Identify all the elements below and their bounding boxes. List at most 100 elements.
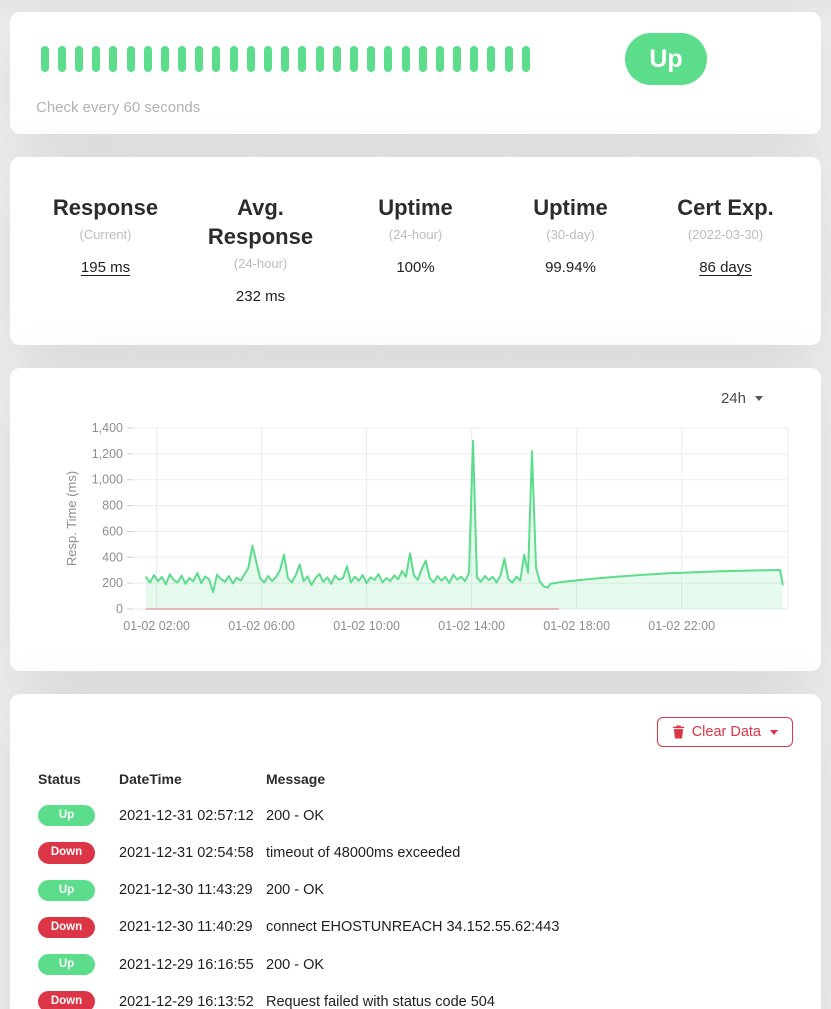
heartbeat-bar bbox=[349, 46, 358, 72]
heartbeat-bar bbox=[315, 46, 324, 72]
stat-uptime-30d: Uptime (30-day) 99.94% bbox=[493, 193, 648, 305]
stat-subtitle: (30-day) bbox=[546, 227, 595, 243]
svg-text:1,000: 1,000 bbox=[92, 473, 123, 487]
stat-value: 99.94% bbox=[545, 259, 596, 277]
stat-value: 232 ms bbox=[235, 288, 286, 306]
stat-value[interactable]: 86 days bbox=[699, 259, 752, 277]
event-datetime: 2021-12-31 02:57:12 bbox=[119, 807, 254, 824]
heartbeat-bar bbox=[195, 46, 204, 72]
event-datetime: 2021-12-31 02:54:58 bbox=[119, 844, 254, 861]
status-badge: Down bbox=[38, 991, 95, 1009]
stat-uptime-24h: Uptime (24-hour) 100% bbox=[338, 193, 493, 305]
events-table-header: Status DateTime Message bbox=[38, 767, 793, 797]
clear-data-button[interactable]: Clear Data bbox=[656, 717, 793, 748]
svg-text:200: 200 bbox=[102, 576, 123, 590]
svg-text:01-02 10:00: 01-02 10:00 bbox=[333, 619, 400, 633]
event-datetime: 2021-12-29 16:13:52 bbox=[119, 993, 254, 1009]
heartbeat-bar bbox=[109, 46, 118, 72]
svg-text:1,200: 1,200 bbox=[92, 447, 123, 461]
column-header-datetime: DateTime bbox=[119, 771, 182, 788]
svg-text:0: 0 bbox=[116, 602, 123, 616]
heartbeat-bar bbox=[264, 46, 273, 72]
stat-value[interactable]: 195 ms bbox=[80, 259, 131, 277]
stat-title: Uptime bbox=[533, 195, 608, 220]
heartbeat-bar bbox=[521, 46, 530, 72]
heartbeat-bar bbox=[453, 46, 462, 72]
event-message: 200 - OK bbox=[266, 956, 325, 973]
chart-period-dropdown[interactable]: 24h bbox=[719, 386, 765, 411]
chevron-down-icon bbox=[755, 396, 763, 402]
stat-value: 100% bbox=[396, 259, 435, 277]
table-row: Down 2021-12-29 16:13:52 Request failed wi… bbox=[38, 983, 793, 1009]
table-row: Up 2021-12-30 11:43:29 200 - OK bbox=[38, 872, 793, 909]
svg-text:Resp. Time (ms): Resp. Time (ms) bbox=[64, 471, 79, 566]
column-header-status: Status bbox=[38, 771, 81, 788]
heartbeat-bar bbox=[367, 46, 376, 72]
stats-card: Response (Current) 195 ms Avg. Response … bbox=[10, 157, 821, 346]
svg-text:400: 400 bbox=[102, 550, 123, 564]
chart-period-label: 24h bbox=[720, 390, 746, 408]
heartbeat-bar bbox=[126, 46, 135, 72]
heartbeat-bar bbox=[246, 46, 255, 72]
monitor-status-card: Up Check every 60 seconds bbox=[10, 12, 821, 134]
heartbeat-bar bbox=[384, 46, 393, 72]
heartbeat-bar bbox=[40, 46, 49, 72]
chevron-down-icon bbox=[770, 729, 778, 735]
stat-title: Avg. Response bbox=[207, 195, 314, 250]
event-message: connect EHOSTUNREACH 34.152.55.62:443 bbox=[266, 919, 560, 936]
table-row: Up 2021-12-31 02:57:12 200 - OK bbox=[38, 797, 793, 834]
stat-subtitle: (24-hour) bbox=[388, 227, 443, 243]
clear-data-label: Clear Data bbox=[691, 724, 761, 741]
event-message: Request failed with status code 504 bbox=[266, 993, 495, 1009]
event-message: timeout of 48000ms exceeded bbox=[266, 844, 461, 861]
heartbeat-bar bbox=[470, 46, 479, 72]
heartbeat-bar bbox=[298, 46, 307, 72]
svg-text:01-02 14:00: 01-02 14:00 bbox=[438, 619, 505, 633]
svg-text:1,400: 1,400 bbox=[92, 421, 123, 435]
event-datetime: 2021-12-30 11:40:29 bbox=[119, 919, 253, 936]
status-badge: Down bbox=[38, 916, 95, 938]
stat-title: Cert Exp. bbox=[677, 195, 774, 220]
trash-icon bbox=[672, 725, 684, 739]
check-interval-text: Check every 60 seconds bbox=[36, 99, 201, 116]
status-badge: Up bbox=[38, 879, 95, 901]
stat-subtitle: (24-hour) bbox=[233, 256, 288, 272]
event-message: 200 - OK bbox=[266, 807, 325, 824]
heartbeat-bar bbox=[229, 46, 238, 72]
heartbeat-bar bbox=[57, 46, 66, 72]
stat-avg-response: Avg. Response (24-hour) 232 ms bbox=[183, 193, 338, 305]
status-badge-large: Up bbox=[625, 33, 707, 85]
heartbeat-bar bbox=[487, 46, 496, 72]
status-badge: Up bbox=[38, 805, 95, 827]
response-chart: 0 200 400 600 800 1,000 1,200 1,400 01-02 02:00 0… bbox=[64, 421, 789, 633]
stat-subtitle: (2022-03-30) bbox=[687, 227, 764, 243]
heartbeat-bar bbox=[74, 46, 83, 72]
heartbeat-bar bbox=[160, 46, 169, 72]
status-badge: Up bbox=[38, 953, 95, 976]
status-badge: Down bbox=[38, 842, 95, 864]
table-row: Down 2021-12-30 11:40:29 connect EHOSTUNRE… bbox=[38, 909, 793, 946]
table-row: Down 2021-12-31 02:54:58 timeout of 48000m… bbox=[38, 834, 793, 871]
svg-text:01-02 02:00: 01-02 02:00 bbox=[123, 619, 190, 633]
svg-text:01-02 22:00: 01-02 22:00 bbox=[648, 619, 715, 633]
column-header-message: Message bbox=[266, 771, 326, 788]
events-table-body: Up 2021-12-31 02:57:12 200 - OK Down 2021-12… bbox=[38, 797, 793, 1009]
heartbeat-bar bbox=[418, 46, 427, 72]
heartbeat-bar bbox=[178, 46, 187, 72]
heartbeat-bar bbox=[435, 46, 444, 72]
heartbeat-bar bbox=[92, 46, 101, 72]
event-datetime: 2021-12-29 16:16:55 bbox=[119, 956, 254, 973]
heartbeat-bar bbox=[143, 46, 152, 72]
heartbeat-bar-list bbox=[36, 38, 537, 80]
svg-text:800: 800 bbox=[102, 499, 123, 513]
events-table: Status DateTime Message Up 2021-12-31 02:… bbox=[38, 767, 793, 1009]
stat-cert-expiry: Cert Exp. (2022-03-30) 86 days bbox=[648, 193, 803, 305]
stat-response-current: Response (Current) 195 ms bbox=[28, 193, 183, 305]
stat-title: Uptime bbox=[378, 195, 453, 220]
table-row: Up 2021-12-29 16:16:55 200 - OK bbox=[38, 946, 793, 983]
stat-subtitle: (Current) bbox=[79, 227, 132, 243]
heartbeat-bar bbox=[281, 46, 290, 72]
svg-text:01-02 18:00: 01-02 18:00 bbox=[543, 619, 610, 633]
heartbeat-bar bbox=[332, 46, 341, 72]
heartbeat-bar bbox=[504, 46, 513, 72]
